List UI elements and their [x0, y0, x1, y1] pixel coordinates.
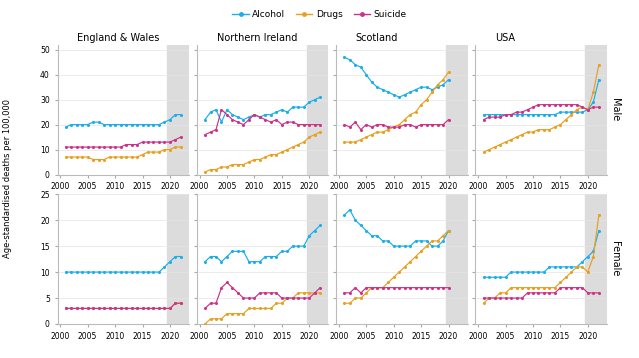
- Text: Northern Ireland: Northern Ireland: [217, 33, 297, 43]
- Bar: [585, 45, 607, 175]
- Text: Scotland: Scotland: [356, 33, 398, 43]
- Text: England & Wales: England & Wales: [77, 33, 160, 43]
- Text: Male: Male: [610, 98, 620, 121]
- Bar: [585, 194, 607, 324]
- Bar: [446, 194, 468, 324]
- Text: Female: Female: [610, 241, 620, 277]
- Text: USA: USA: [495, 33, 515, 43]
- Bar: [307, 45, 328, 175]
- Legend: Alcohol, Drugs, Suicide: Alcohol, Drugs, Suicide: [229, 6, 410, 23]
- Text: Age-standardised deaths per 100,000: Age-standardised deaths per 100,000: [3, 100, 12, 258]
- Bar: [307, 194, 328, 324]
- Bar: [167, 45, 189, 175]
- Bar: [446, 45, 468, 175]
- Bar: [167, 194, 189, 324]
